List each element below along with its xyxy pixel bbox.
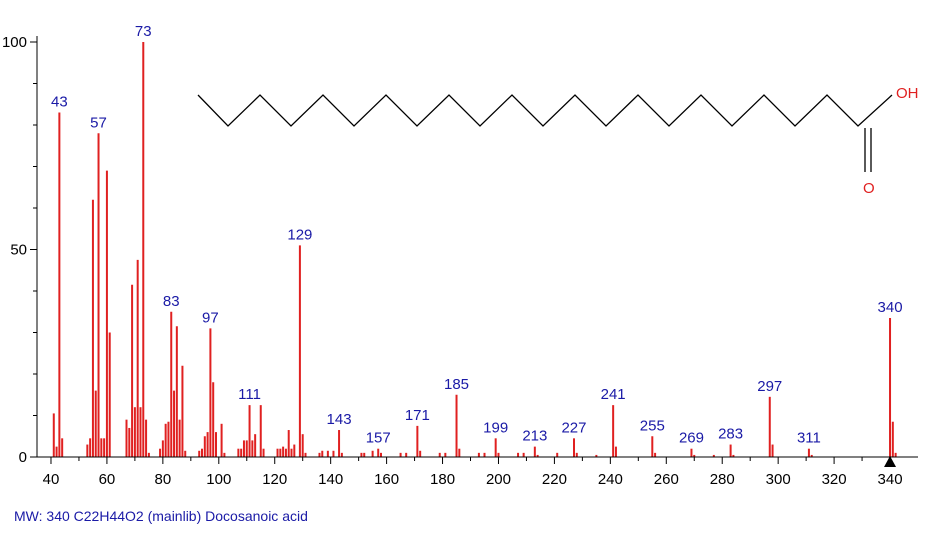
x-tick-label-300: 300 [766,471,791,488]
peak-labels: 43 57 73 83 97 111 129 143 157 171 185 199 213 227 241… [51,23,903,447]
x-tick-label-220: 220 [542,471,567,488]
x-tick-label-100: 100 [206,471,231,488]
y-tick-label-100: 100 [2,34,27,51]
chemical-structure: OH O [197,85,919,197]
peak-label-171: 171 [405,407,430,424]
peak-label-129: 129 [287,226,312,243]
x-tick-label-320: 320 [822,471,847,488]
x-tick-label-180: 180 [430,471,455,488]
peak-label-43: 43 [51,94,68,111]
x-tick-label-280: 280 [710,471,735,488]
alkyl-chain [197,94,893,127]
peak-label-185: 185 [444,376,469,393]
x-tick-label-60: 60 [99,471,116,488]
axes: 40 60 80 100 120 140 160 180 200 220 240 260 280 300 3… [2,34,918,488]
peak-label-241: 241 [601,386,626,403]
x-tick-label-340: 340 [878,471,903,488]
x-tick-label-260: 260 [654,471,679,488]
x-tick-label-120: 120 [262,471,287,488]
peak-label-143: 143 [327,411,352,428]
hydroxyl-label: OH [896,85,919,102]
peak-label-213: 213 [522,428,547,445]
x-tick-label-40: 40 [43,471,60,488]
peak-label-83: 83 [163,293,180,310]
y-tick-label-50: 50 [10,242,27,259]
x-tick-label-80: 80 [155,471,172,488]
peak-label-227: 227 [561,419,586,436]
peak-label-73: 73 [135,23,152,40]
peak-label-157: 157 [366,430,391,447]
x-tick-label-200: 200 [486,471,511,488]
peak-label-97: 97 [202,309,219,326]
peak-label-297: 297 [757,378,782,395]
x-tick-label-240: 240 [598,471,623,488]
peak-label-340: 340 [878,299,903,316]
peak-label-255: 255 [640,417,665,434]
peak-label-269: 269 [679,430,704,447]
peak-label-311: 311 [797,430,821,447]
spectrum-bars [52,42,897,457]
carbonyl-oxygen-label: O [863,180,875,197]
peak-label-283: 283 [718,426,743,443]
peak-label-111: 111 [238,386,261,403]
peak-label-199: 199 [483,419,508,436]
x-tick-label-140: 140 [318,471,343,488]
molecular-ion-marker [884,456,897,467]
y-tick-label-0: 0 [19,449,27,466]
compound-info: MW: 340 C22H44O2 (mainlib) Docosanoic ac… [14,508,308,524]
peak-label-57: 57 [90,114,107,131]
x-tick-label-160: 160 [374,471,399,488]
